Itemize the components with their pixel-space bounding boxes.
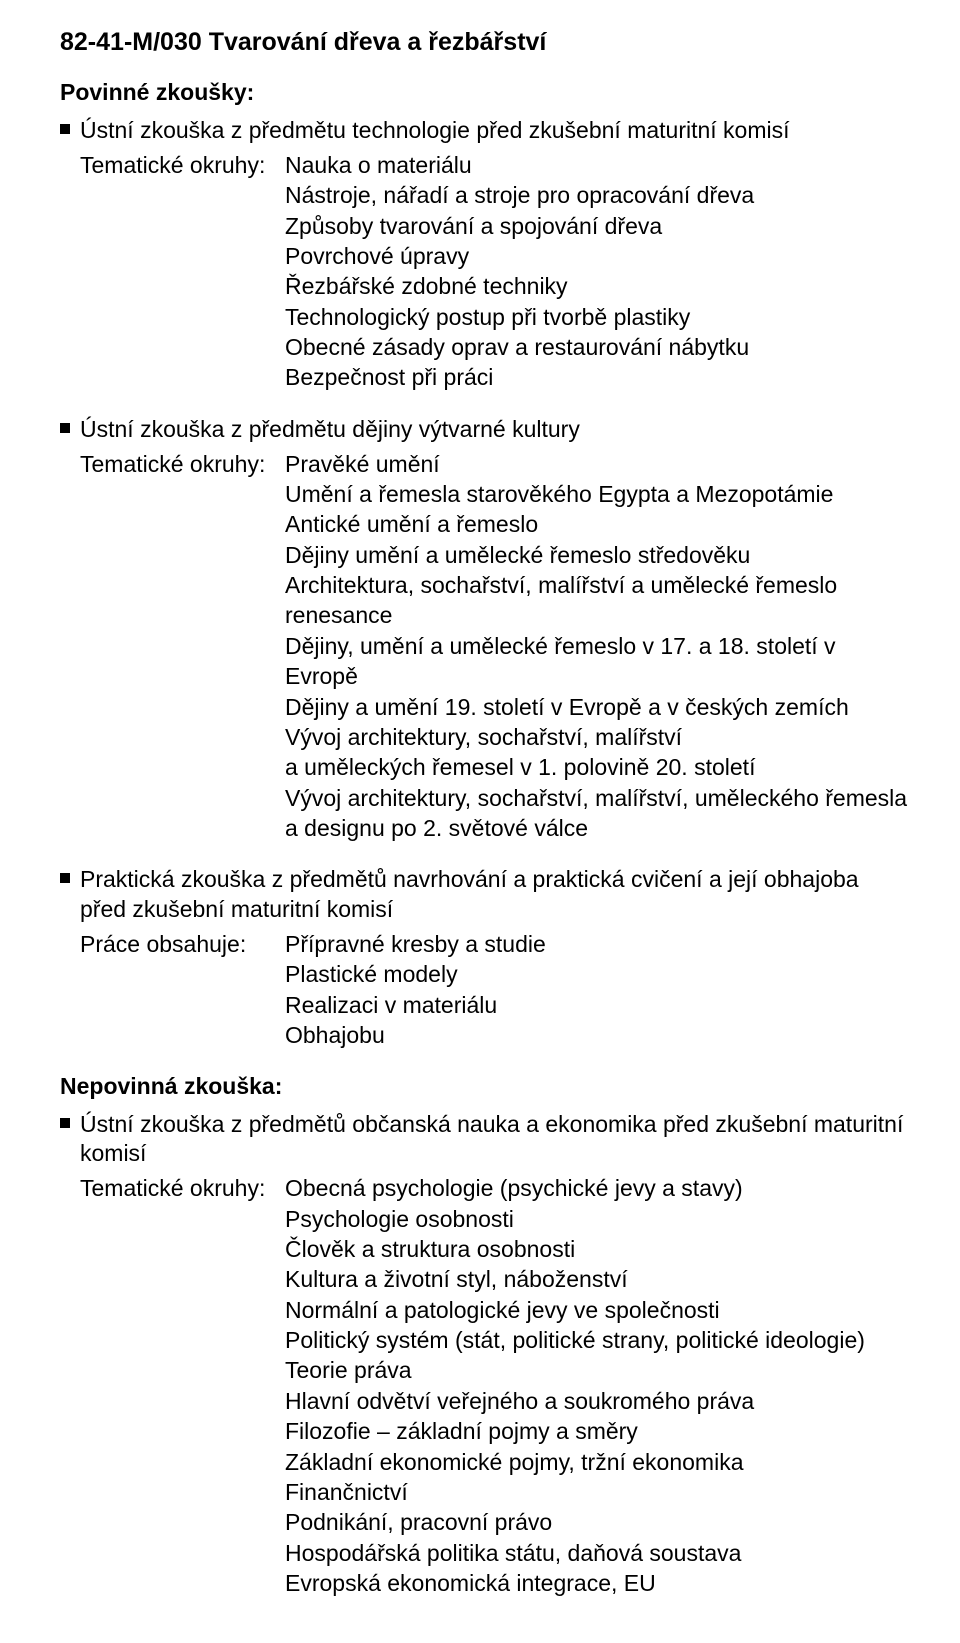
exam-item: Ústní zkouška z předmětu dějiny výtvarné… [60,415,910,445]
list-line: Technologický postup při tvorbě plastiky [285,302,910,332]
list-line: Obecné zásady oprav a restaurování nábyt… [285,332,910,362]
topics-list: Nauka o materiáluNástroje, nářadí a stro… [285,150,910,393]
work-list: Přípravné kresby a studiePlastické model… [285,929,910,1050]
list-line: Politický systém (stát, politické strany… [285,1325,910,1355]
list-line: a designu po 2. světové válce [285,813,910,843]
list-line: Vývoj architektury, sochařství, malířstv… [285,722,910,752]
optional-heading: Nepovinná zkouška: [60,1073,910,1100]
list-line: Realizaci v materiálu [285,990,910,1020]
topics-block: Tematické okruhy: Pravěké uměníUmění a ř… [80,449,910,844]
list-line: Hlavní odvětví veřejného a soukromého pr… [285,1386,910,1416]
page: 82-41-M/030 Tvarování dřeva a řezbářství… [0,0,960,1643]
list-line: Nauka o materiálu [285,150,910,180]
list-line: Nástroje, nářadí a stroje pro opracování… [285,180,910,210]
list-line: Architektura, sochařství, malířství a um… [285,570,910,631]
list-line: Člověk a struktura osobnosti [285,1234,910,1264]
exam-title: Praktická zkouška z předmětů navrhování … [80,865,910,925]
list-line: Obecná psychologie (psychické jevy a sta… [285,1173,910,1203]
topics-label: Tematické okruhy: [80,150,285,180]
list-line: Vývoj architektury, sochařství, malířstv… [285,783,910,813]
list-line: Finančnictví [285,1477,910,1507]
mandatory-heading: Povinné zkoušky: [60,79,910,106]
list-line: Základní ekonomické pojmy, tržní ekonomi… [285,1447,910,1477]
list-line: Teorie práva [285,1355,910,1385]
list-line: Obhajobu [285,1020,910,1050]
list-line: a uměleckých řemesel v 1. polovině 20. s… [285,752,910,782]
list-line: Způsoby tvarování a spojování dřeva [285,211,910,241]
bullet-icon [60,423,70,433]
bullet-icon [60,873,70,883]
topics-block: Tematické okruhy: Nauka o materiáluNástr… [80,150,910,393]
exam-title: Ústní zkouška z předmětů občanská nauka … [80,1110,910,1170]
work-label: Práce obsahuje: [80,929,285,959]
list-line: Filozofie – základní pojmy a směry [285,1416,910,1446]
list-line: Kultura a životní styl, náboženství [285,1264,910,1294]
work-block: Práce obsahuje: Přípravné kresby a studi… [80,929,910,1050]
list-line: Řezbářské zdobné techniky [285,271,910,301]
list-line: Antické umění a řemeslo [285,509,910,539]
list-line: Normální a patologické jevy ve společnos… [285,1295,910,1325]
exam-item: Praktická zkouška z předmětů navrhování … [60,865,910,925]
list-line: Podnikání, pracovní právo [285,1507,910,1537]
topics-label: Tematické okruhy: [80,449,285,479]
list-line: Psychologie osobnosti [285,1204,910,1234]
list-line: Povrchové úpravy [285,241,910,271]
list-line: Dějiny umění a umělecké řemeslo středově… [285,540,910,570]
list-line: Pravěké umění [285,449,910,479]
list-line: Přípravné kresby a studie [285,929,910,959]
page-title: 82-41-M/030 Tvarování dřeva a řezbářství [60,28,910,57]
list-line: Dějiny a umění 19. století v Evropě a v … [285,692,910,722]
exam-item: Ústní zkouška z předmětu technologie pře… [60,116,910,146]
bullet-icon [60,124,70,134]
exam-item: Ústní zkouška z předmětů občanská nauka … [60,1110,910,1170]
topics-list: Pravěké uměníUmění a řemesla starověkého… [285,449,910,844]
topics-label: Tematické okruhy: [80,1173,285,1203]
exam-title: Ústní zkouška z předmětu technologie pře… [80,116,790,146]
list-line: Bezpečnost při práci [285,362,910,392]
list-line: Umění a řemesla starověkého Egypta a Mez… [285,479,910,509]
exam-title: Ústní zkouška z předmětu dějiny výtvarné… [80,415,580,445]
topics-list: Obecná psychologie (psychické jevy a sta… [285,1173,910,1598]
bullet-icon [60,1118,70,1128]
topics-block: Tematické okruhy: Obecná psychologie (ps… [80,1173,910,1598]
list-line: Evropská ekonomická integrace, EU [285,1568,910,1598]
list-line: Plastické modely [285,959,910,989]
list-line: Dějiny, umění a umělecké řemeslo v 17. a… [285,631,910,692]
list-line: Hospodářská politika státu, daňová soust… [285,1538,910,1568]
